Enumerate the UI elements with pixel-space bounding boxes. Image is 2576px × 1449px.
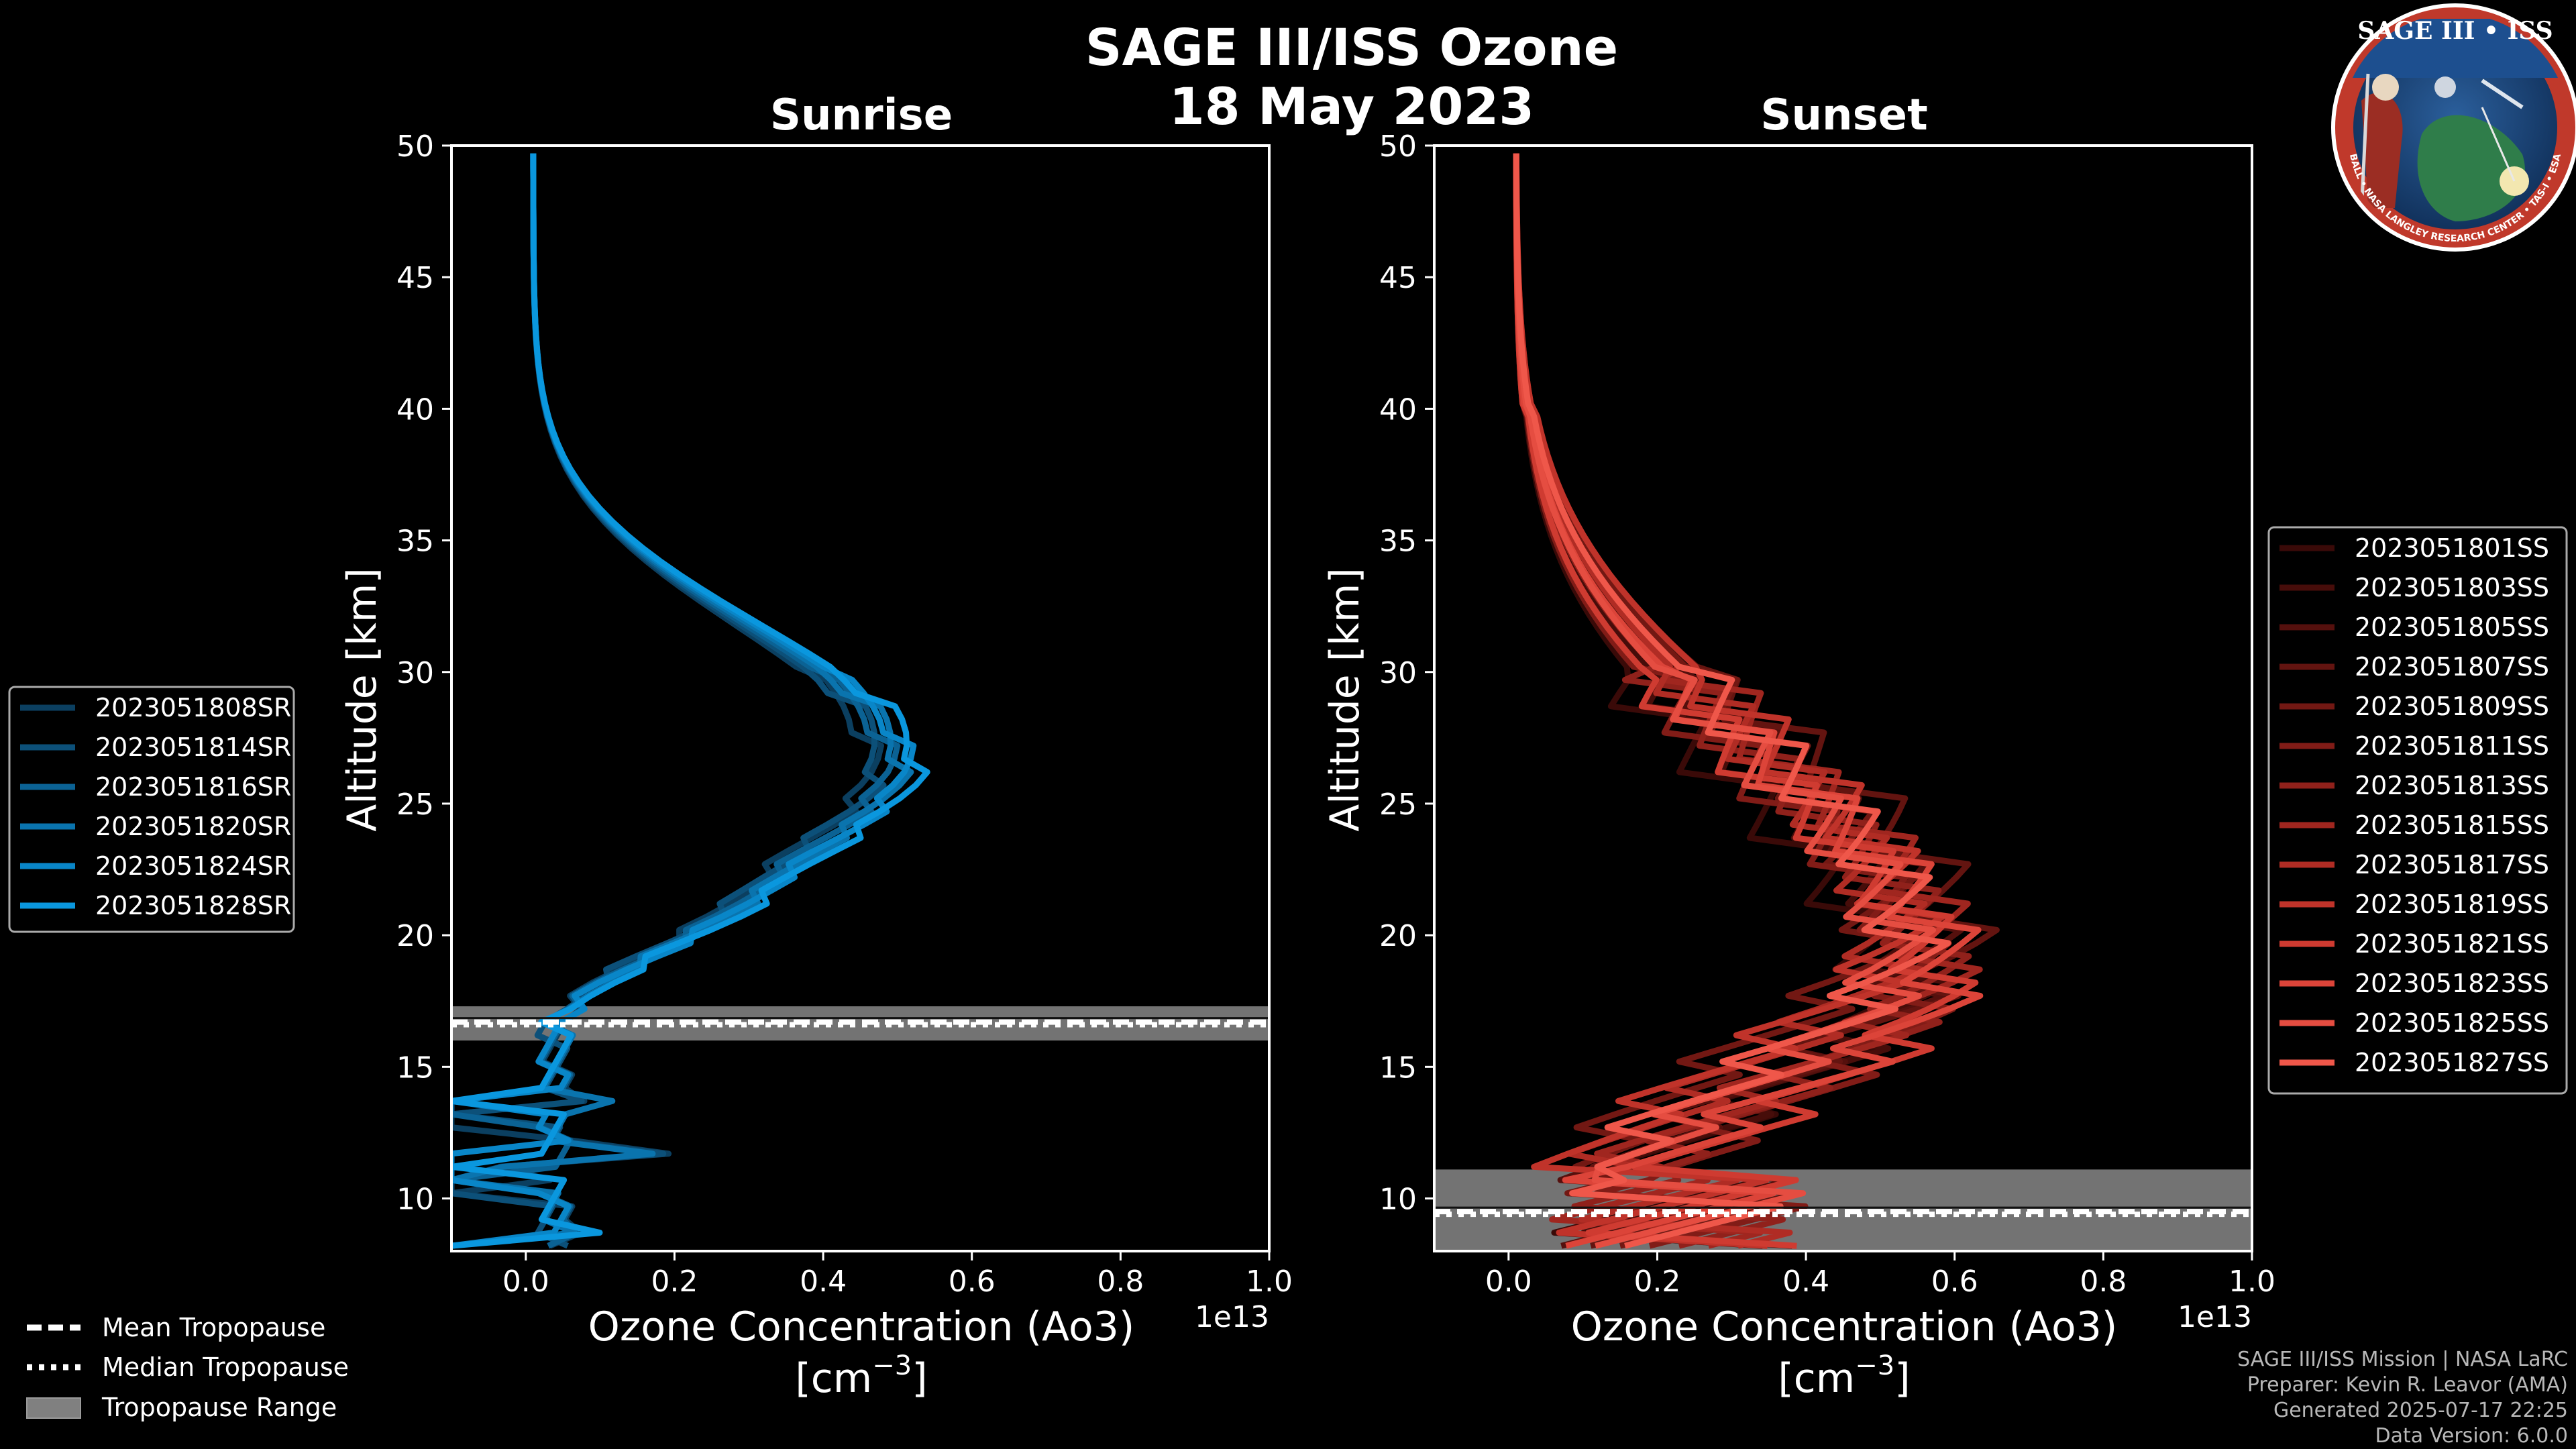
sunset-ytick-label: 30: [1379, 656, 1417, 690]
sunset-xtick-label: 0.6: [1931, 1265, 1978, 1299]
sunrise-legend-label: 2023051808SR: [95, 693, 291, 722]
footer-generated: Generated 2025-07-17 22:25: [2273, 1399, 2568, 1422]
sunrise-xlabel-line1: Ozone Concentration (Ao3): [588, 1303, 1135, 1350]
sunrise-ytick-label: 35: [396, 525, 434, 559]
sunrise-legend-label: 2023051828SR: [95, 891, 291, 920]
footer-mission: SAGE III/ISS Mission | NASA LaRC: [2237, 1348, 2568, 1371]
sunrise-xlabel-close: ]: [912, 1355, 927, 1402]
sunset-ylabel: Altitude [km]: [1322, 568, 1368, 832]
sunset-legend-label: 2023051817SS: [2355, 850, 2549, 879]
sunset-legend-label: 2023051811SS: [2355, 731, 2549, 761]
sunrise-xlabel-line2: [cm−3]: [795, 1350, 927, 1402]
sunrise-xlabel-exponent: −3: [872, 1350, 912, 1381]
sunrise-ytick-label: 20: [396, 919, 434, 953]
sunrise-ytick-label: 50: [396, 129, 434, 164]
sunset-ytick-label: 10: [1379, 1183, 1417, 1217]
sunset-legend-label: 2023051813SS: [2355, 771, 2549, 800]
sunset-ytick-label: 25: [1379, 788, 1417, 822]
tropopause-range-label: Tropopause Range: [101, 1393, 337, 1422]
tropopause-range-swatch: [26, 1397, 81, 1419]
sunrise-legend-label: 2023051820SR: [95, 812, 291, 841]
sunrise-axes-frame: [450, 144, 1271, 1252]
sunrise-legend: 2023051808SR 2023051814SR 2023051816SR 2023…: [8, 686, 295, 933]
sunset-legend-label: 2023051821SS: [2355, 929, 2549, 959]
sunset-legend: 2023051801SS 2023051803SS 2023051805SS 2023…: [2267, 526, 2568, 1095]
logo-title: SAGE III • ISS: [2357, 17, 2553, 45]
sunrise-xlabel-unit: [cm: [795, 1355, 872, 1402]
sunrise-ytick-label: 25: [396, 788, 434, 822]
sunset-legend-frame: [2267, 526, 2568, 1095]
sunset-legend-label: 2023051805SS: [2355, 612, 2549, 642]
sunrise-ytick-label: 30: [396, 656, 434, 690]
sunset-legend-label: 2023051801SS: [2355, 533, 2549, 563]
sunset-xlabel-line2: [cm−3]: [1778, 1350, 1910, 1402]
sunrise-ytick-label: 40: [396, 392, 434, 427]
sunset-xtick-label: 1.0: [2229, 1265, 2275, 1299]
sunset-legend-label: 2023051803SS: [2355, 573, 2549, 602]
sunrise-legend-label: 2023051816SR: [95, 772, 291, 802]
sunset-xlabel-unit: [cm: [1778, 1355, 1855, 1402]
sunset-offset-text: 1e13: [2178, 1300, 2252, 1334]
sunset-legend-label: 2023051807SS: [2355, 652, 2549, 682]
sunrise-legend-label: 2023051824SR: [95, 851, 291, 881]
sunset-chart: 0.0 0.2 0.4 0.6 0.8 1.0 10 15 20 25 30 35 40 45 50: [1379, 129, 2275, 1299]
sunrise-xtick-label: 1.0: [1246, 1265, 1293, 1299]
sunrise-xtick-label: 0.4: [800, 1265, 847, 1299]
sunrise-xtick-label: 0.2: [651, 1265, 698, 1299]
footer-data-version: Data Version: 6.0.0: [2375, 1424, 2568, 1448]
sunset-axes-frame: [1433, 144, 2253, 1252]
sunset-ytick-label: 40: [1379, 392, 1417, 427]
median-tropopause-label: Median Tropopause: [102, 1352, 349, 1382]
sunrise-xtick-label: 0.6: [949, 1265, 996, 1299]
footer: SAGE III/ISS Mission | NASA LaRC Prepare…: [2237, 1348, 2568, 1448]
sunrise-legend-label: 2023051814SR: [95, 733, 291, 762]
sunset-legend-label: 2023051823SS: [2355, 969, 2549, 998]
figure-title-line1: SAGE III/ISS Ozone: [1085, 17, 1618, 77]
sunrise-chart: 0.0 0.2 0.4 0.6 0.8 1.0 10 15 20 25 30 35 40 45 50: [396, 129, 1293, 1299]
sunrise-ytick-label: 15: [396, 1051, 434, 1085]
sunrise-ylabel: Altitude [km]: [339, 568, 386, 832]
sunset-legend-label: 2023051819SS: [2355, 890, 2549, 919]
sunset-ytick-label: 35: [1379, 525, 1417, 559]
sunrise-series-2023051828SR: [451, 153, 930, 1249]
sunset-xlabel-line1: Ozone Concentration (Ao3): [1571, 1303, 2118, 1350]
sunset-xtick-label: 0.0: [1485, 1265, 1532, 1299]
sunrise-xtick-label: 0.0: [502, 1265, 549, 1299]
sunset-xtick-label: 0.4: [1782, 1265, 1829, 1299]
sunset-series-2023051827SS: [1513, 153, 1951, 1249]
sunset-xtick-label: 0.8: [2080, 1265, 2127, 1299]
sage-iii-iss-logo: SAGE III • ISS BALL • NASA LANGLEY RESEA…: [2331, 3, 2576, 252]
tropopause-legend: Mean Tropopause Median Tropopause Tropop…: [26, 1313, 349, 1422]
sunset-xlabel-close: ]: [1894, 1355, 1910, 1402]
sunset-ytick-label: 20: [1379, 919, 1417, 953]
sunset-legend-label: 2023051825SS: [2355, 1008, 2549, 1038]
sunrise-offset-text: 1e13: [1195, 1300, 1269, 1334]
sunrise-ytick-label: 10: [396, 1183, 434, 1217]
sunset-xtick-label: 0.2: [1633, 1265, 1680, 1299]
sunrise-xtick-label: 0.8: [1097, 1265, 1144, 1299]
sunrise-panel-title: Sunrise: [770, 91, 953, 140]
sunset-ytick-label: 50: [1379, 129, 1417, 164]
sunset-xlabel-exponent: −3: [1855, 1350, 1894, 1381]
sunset-legend-label: 2023051815SS: [2355, 810, 2549, 840]
footer-preparer: Preparer: Kevin R. Leavor (AMA): [2247, 1373, 2568, 1397]
figure-title-line2: 18 May 2023: [1169, 76, 1534, 136]
mean-tropopause-label: Mean Tropopause: [102, 1313, 325, 1342]
sunset-legend-label: 2023051827SS: [2355, 1048, 2549, 1077]
sunset-ytick-label: 45: [1379, 261, 1417, 295]
sunset-ytick-label: 15: [1379, 1051, 1417, 1085]
sunset-panel-title: Sunset: [1760, 91, 1927, 140]
sunset-legend-label: 2023051809SS: [2355, 692, 2549, 721]
sunrise-legend-frame: [8, 686, 295, 933]
sunrise-ytick-label: 45: [396, 261, 434, 295]
